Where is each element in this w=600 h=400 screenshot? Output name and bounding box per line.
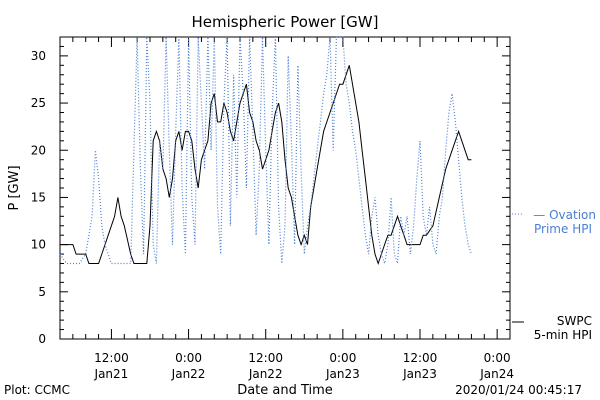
legend-ovation-line-2: Prime HPI [534,222,592,236]
plot-frame [59,36,511,340]
y-tick-label: 25 [31,96,46,110]
y-axis-label: P [GW] [7,165,22,210]
series-line-swpc [60,65,472,266]
y-tick-label: 5 [38,285,46,299]
chart-title: Hemispheric Power [GW] [192,13,379,31]
y-tick-label: 30 [31,49,46,63]
x-axis-label: Date and Time [237,383,333,398]
x-tick-time-label: 0:00 [329,351,356,365]
x-tick-date-label: Jan23 [402,367,437,381]
footer-plot-credit: Plot: CCMC [4,383,70,397]
legend-swpc-line-2: 5-min HPI [534,328,592,342]
legend-swpc: SWPC 5-min HPI [512,314,592,342]
x-tick-time-label: 0:00 [484,351,511,365]
series-line-ovation [59,36,472,265]
legend-swpc-line-1: SWPC [557,314,592,328]
legend-ovation: — Ovation Prime HPI [512,208,596,236]
x-tick-date-label: Jan23 [325,367,360,381]
series-layer [59,36,472,266]
x-tick-time-label: 12:00 [403,351,438,365]
footer-timestamp: 2020/01/24 00:45:17 [455,383,582,397]
x-tick-date-label: Jan24 [479,367,514,381]
legend-ovation-line-1: — Ovation [533,208,596,222]
x-tick-time-label: 0:00 [175,351,202,365]
x-axis: 12:00 Jan21 0:00 Jan22 12:00 Jan22 0:00 Jan23 12… [59,37,514,381]
x-tick-time-label: 12:00 [248,351,283,365]
x-tick-date-label: Jan22 [171,367,206,381]
y-tick-label: 10 [31,238,46,252]
x-tick-date-label: Jan21 [94,367,129,381]
y-tick-label: 15 [31,190,46,204]
x-tick-time-label: 12:00 [94,351,129,365]
y-tick-label: 20 [31,143,46,157]
y-tick-label: 0 [38,332,46,346]
y-axis: 0 5 10 15 20 25 30 [31,36,510,346]
x-tick-date-label: Jan22 [248,367,283,381]
